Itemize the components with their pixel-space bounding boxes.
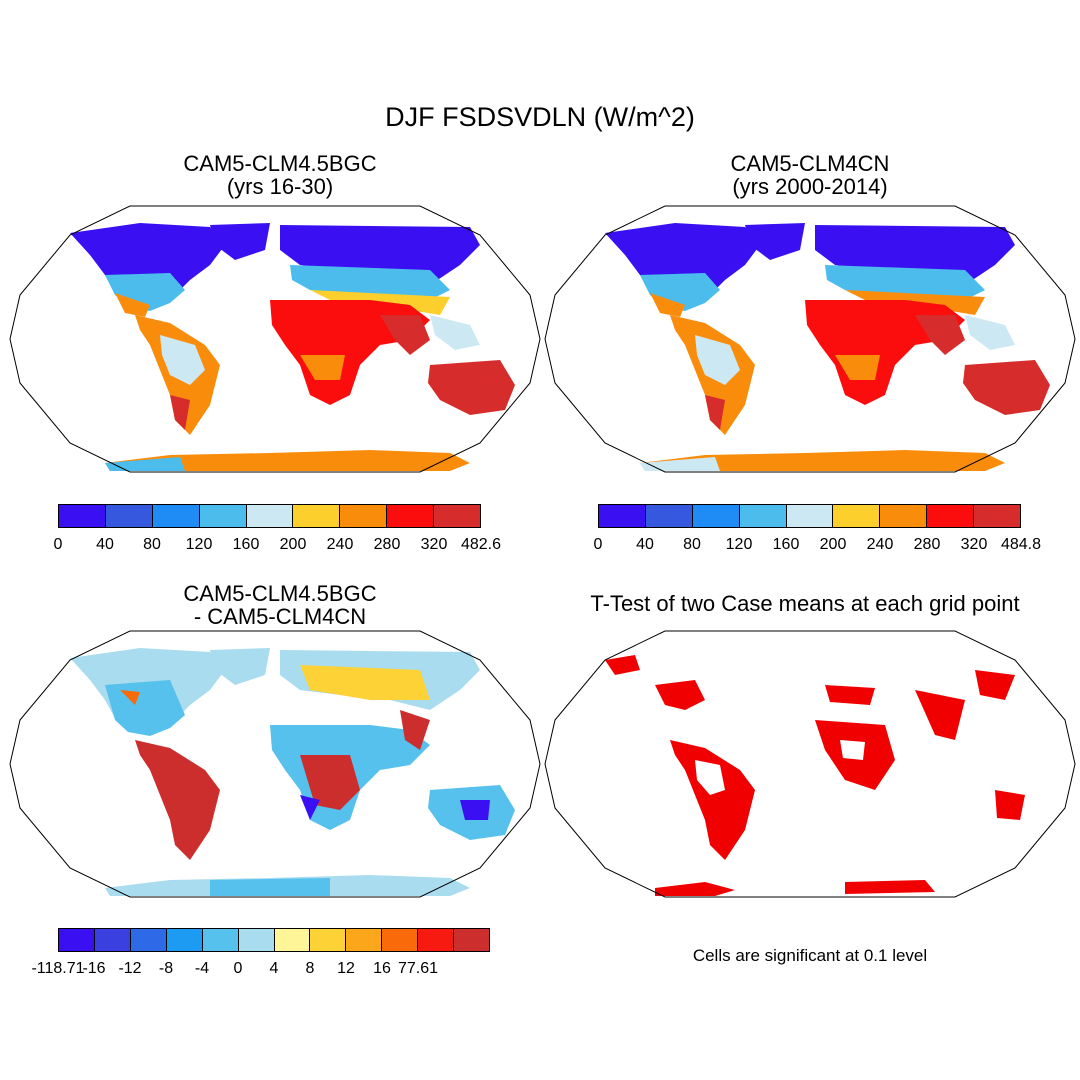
- colorbar-1-tick: 160: [232, 536, 260, 553]
- colorbar-3-tick: 77.61: [397, 960, 439, 977]
- colorbar-2-swatch: [739, 505, 787, 527]
- colorbar-3-swatch: [59, 929, 95, 951]
- map-panel-2: [544, 205, 1076, 473]
- colorbar-1-tick: 280: [373, 536, 401, 553]
- colorbar-1-swatch: [59, 505, 106, 527]
- colorbar-1-swatch: [340, 505, 388, 527]
- colorbar-3-swatch: [130, 929, 167, 951]
- map-1-outline: [9, 205, 541, 473]
- colorbar-1-swatch: [387, 505, 435, 527]
- map-2-fill: [605, 223, 1050, 471]
- colorbar-2-tick: 120: [725, 536, 753, 553]
- colorbar-3-tick-labels: -118.71 -16 -12 -8 -4 0 4 8 12 16 77.61: [31, 960, 490, 982]
- panel-2-title-line1: CAM5-CLM4CN: [730, 151, 890, 176]
- colorbar-2-tick: 240: [866, 536, 894, 553]
- colorbar-2-tick: 320: [960, 536, 988, 553]
- colorbar-3-tick: -16: [82, 960, 106, 977]
- colorbar-1-tick: 0: [53, 536, 63, 553]
- map-3-outline: [9, 630, 541, 898]
- colorbar-1-tick: 320: [420, 536, 448, 553]
- map-4-outline: [544, 630, 1076, 898]
- panel-1-title-line1: CAM5-CLM4.5BGC: [183, 151, 377, 176]
- map-4-fill: [605, 655, 1025, 896]
- colorbar-3-tick: 8: [305, 960, 315, 977]
- colorbar-panel-2: [598, 504, 1021, 528]
- colorbar-2-tick: 80: [683, 536, 701, 553]
- colorbar-3-tick: 0: [233, 960, 243, 977]
- colorbar-1-tick: 120: [185, 536, 213, 553]
- colorbar-3-tick: -4: [194, 960, 210, 977]
- colorbar-3-tick: -12: [118, 960, 142, 977]
- colorbar-3-tick: -118.71: [31, 960, 85, 977]
- colorbar-3-tick: -8: [158, 960, 174, 977]
- colorbar-2-swatch: [786, 505, 834, 527]
- colorbar-2-tick: 0: [593, 536, 603, 553]
- colorbar-3-swatch: [202, 929, 239, 951]
- colorbar-1-tick-labels: 0 40 80 120 160 200 240 280 320 482.6: [54, 536, 501, 558]
- panel-3-title: CAM5-CLM4.5BGC - CAM5-CLM4CN: [40, 582, 520, 628]
- colorbar-3-tick: 16: [373, 960, 391, 977]
- colorbar-2-swatch: [927, 505, 975, 527]
- significance-note: Cells are significant at 0.1 level: [692, 946, 928, 965]
- colorbar-2-tick: 40: [636, 536, 654, 553]
- colorbar-3-swatch: [346, 929, 383, 951]
- map-panel-3: [9, 630, 541, 898]
- colorbar-3-tick: 12: [337, 960, 355, 977]
- colorbar-panel-1: [58, 504, 481, 528]
- panel-2-title-line2: (yrs 2000-2014): [732, 174, 888, 199]
- figure-title: DJF FSDSVDLN (W/m^2): [385, 102, 695, 132]
- colorbar-2-tick: 160: [772, 536, 800, 553]
- panel-2-title: CAM5-CLM4CN (yrs 2000-2014): [570, 152, 1050, 198]
- colorbar-1-swatch: [152, 505, 200, 527]
- panel-3-title-line1: CAM5-CLM4.5BGC: [183, 581, 377, 606]
- colorbar-1-swatch: [105, 505, 153, 527]
- colorbar-1-tick: 200: [279, 536, 307, 553]
- colorbar-1-tick: 80: [143, 536, 161, 553]
- colorbar-3-swatch: [94, 929, 131, 951]
- map-2-outline: [544, 205, 1076, 473]
- panel-4-title: T-Test of two Case means at each grid po…: [590, 591, 1020, 616]
- colorbar-2-tick: 280: [913, 536, 941, 553]
- colorbar-1-swatch: [434, 505, 481, 527]
- colorbar-3-swatch: [418, 929, 455, 951]
- colorbar-3-swatch: [454, 929, 490, 951]
- panel-1-title-line2: (yrs 16-30): [226, 174, 334, 199]
- colorbar-2-tick-labels: 0 40 80 120 160 200 240 280 320 484.8: [594, 536, 1041, 558]
- colorbar-2-swatch: [692, 505, 740, 527]
- colorbar-2-swatch: [833, 505, 881, 527]
- colorbar-3-swatch: [274, 929, 311, 951]
- map-panel-4: [544, 630, 1076, 898]
- map-panel-1: [9, 205, 541, 473]
- colorbar-2-tick: 484.8: [1000, 536, 1042, 553]
- panel-1-title: CAM5-CLM4.5BGC (yrs 16-30): [40, 152, 520, 198]
- colorbar-1-tick: 40: [96, 536, 114, 553]
- colorbar-1-tick: 482.6: [460, 536, 502, 553]
- colorbar-1-tick: 240: [326, 536, 354, 553]
- colorbar-1-swatch: [246, 505, 294, 527]
- colorbar-panel-3: [58, 928, 490, 952]
- map-3-fill: [70, 648, 515, 896]
- colorbar-3-swatch: [382, 929, 419, 951]
- colorbar-2-tick: 200: [819, 536, 847, 553]
- colorbar-2-swatch: [599, 505, 646, 527]
- colorbar-1-swatch: [293, 505, 341, 527]
- colorbar-2-swatch: [974, 505, 1021, 527]
- colorbar-3-tick: 4: [269, 960, 279, 977]
- colorbar-3-swatch: [166, 929, 203, 951]
- map-1-fill: [70, 223, 515, 471]
- panel-3-title-line2: - CAM5-CLM4CN: [193, 604, 367, 629]
- colorbar-2-swatch: [880, 505, 928, 527]
- colorbar-3-swatch: [238, 929, 275, 951]
- colorbar-1-swatch: [199, 505, 247, 527]
- colorbar-2-swatch: [645, 505, 693, 527]
- colorbar-3-swatch: [310, 929, 347, 951]
